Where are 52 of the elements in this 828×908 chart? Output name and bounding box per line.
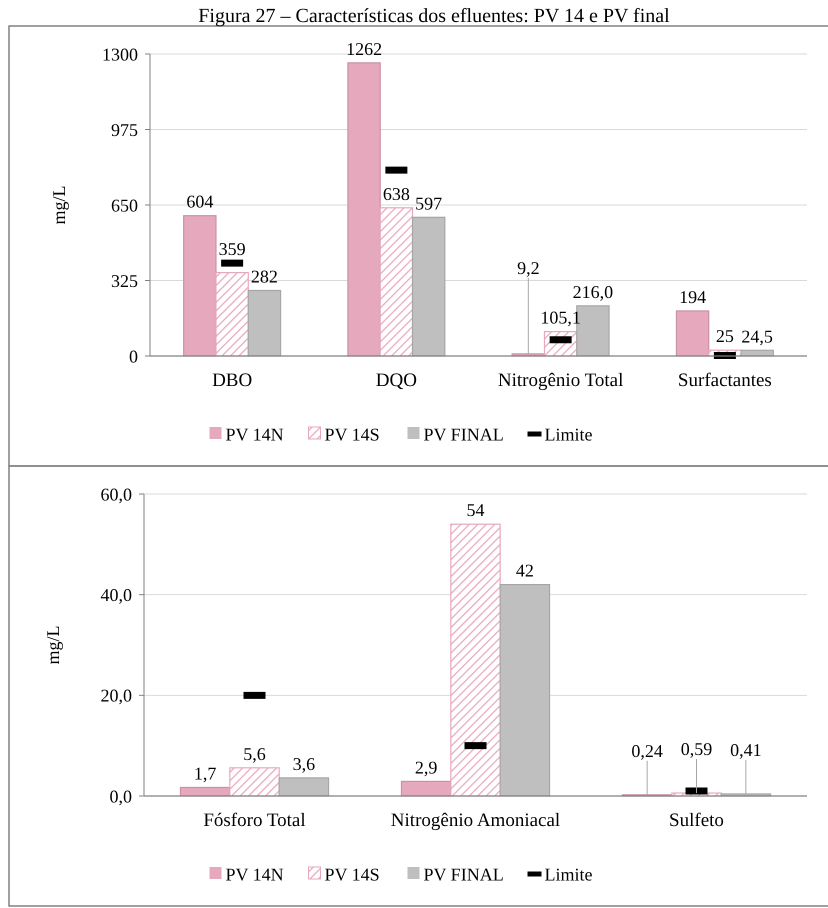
- x-tick-label: Sulfeto: [669, 810, 724, 831]
- y-tick-label: 60,0: [100, 484, 132, 504]
- data-label: 3,6: [292, 754, 316, 774]
- data-label: 216,0: [572, 282, 614, 302]
- bar: [248, 290, 282, 357]
- bar: [278, 777, 330, 797]
- data-label: 24,5: [741, 326, 773, 346]
- data-label: 105,1: [540, 308, 581, 328]
- data-label: 2,9: [414, 757, 438, 778]
- x-tick-label: Surfactantes: [678, 370, 772, 391]
- y-tick-label: 0,0: [110, 786, 132, 806]
- data-label: 0,59: [680, 739, 712, 760]
- y-tick-label: 650: [111, 195, 138, 216]
- data-label: 194: [679, 286, 706, 307]
- bar: [500, 584, 550, 797]
- data-label: 359: [218, 239, 246, 260]
- x-tick-label: Nitrogênio Amoniacal: [390, 810, 560, 831]
- y-tick-label: 40,0: [100, 584, 132, 605]
- legend-label: PV FINAL: [424, 424, 504, 444]
- y-axis-title: mg/L: [43, 626, 63, 664]
- x-tick-label: DQO: [376, 370, 417, 391]
- y-axis-title: mg/L: [49, 186, 69, 224]
- data-label: 9,2: [517, 258, 540, 278]
- x-tick-label: DBO: [212, 370, 252, 391]
- data-label: 597: [415, 193, 442, 214]
- bar: [412, 216, 446, 357]
- data-label: 1,7: [194, 763, 216, 784]
- data-label: 604: [186, 192, 214, 212]
- legend-label: PV 14N: [226, 864, 284, 884]
- y-tick-label: 1300: [102, 44, 138, 64]
- data-label: 25: [716, 326, 734, 346]
- data-label: 5,6: [243, 744, 266, 764]
- y-tick-label: 325: [111, 270, 138, 291]
- data-label: 282: [250, 266, 278, 286]
- legend-label: PV FINAL: [424, 864, 504, 884]
- legend-label: PV 14N: [226, 424, 284, 444]
- data-label: 54: [466, 500, 484, 520]
- chart-title: Figura 27 – Características dos efluentes: PV 14 e PV final: [198, 5, 670, 27]
- data-label: 1262: [346, 38, 382, 59]
- x-tick-label: Fósforo Total: [203, 810, 306, 831]
- data-label: 0,24: [631, 740, 663, 761]
- legend-label: PV 14S: [324, 424, 380, 444]
- x-tick-label: Nitrogênio Total: [498, 370, 624, 391]
- data-label: 638: [382, 184, 410, 204]
- y-tick-label: 975: [111, 120, 138, 140]
- legend-label: Limite: [544, 424, 592, 444]
- y-tick-label: 20,0: [100, 686, 132, 706]
- legend-label: PV 14S: [324, 864, 380, 884]
- data-label: 42: [516, 560, 534, 581]
- data-label: 0,41: [730, 740, 762, 760]
- legend-label: Limite: [544, 864, 592, 884]
- y-tick-label: 0: [129, 346, 138, 366]
